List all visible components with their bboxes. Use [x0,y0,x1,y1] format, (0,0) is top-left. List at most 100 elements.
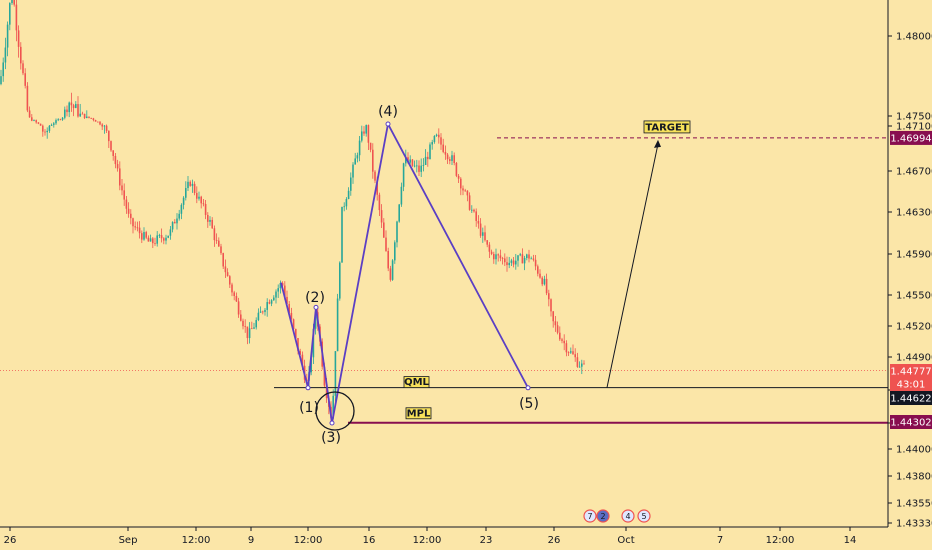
x-tick-label: 12:00 [413,535,442,546]
candle-body [297,338,299,352]
candle-body [495,254,497,260]
candle-body [154,243,156,244]
candle-body [323,366,326,386]
candle-body [246,326,249,339]
candle-body [365,125,367,134]
candle-body [273,297,275,301]
candle-body [391,260,394,280]
y-tick-label: 1.45500 [896,291,932,302]
candle-body [86,116,88,119]
candle-body [506,262,508,266]
candle-body [279,283,282,289]
candle-body [77,104,79,117]
candle-body [240,314,242,321]
candle-body [92,118,95,121]
candle-body [90,117,92,119]
candle-body [138,227,141,234]
candle-body [143,232,145,240]
candle-body [88,116,90,118]
candle-body [244,326,246,328]
wave-node [313,304,319,310]
candle-body [110,141,112,151]
candle-body [187,181,189,189]
candle-body [299,351,301,355]
candle-body [266,302,268,310]
candle-body [46,130,48,133]
event-badge-count: 4 [625,512,630,521]
candle-body [9,3,11,25]
countdown-tag-label: 43:01 [897,380,926,391]
y-tick-label: 1.45200 [896,322,932,333]
candle-body [583,363,585,365]
candle-body [211,219,213,229]
candle-body [182,197,185,205]
candle-body [121,185,123,191]
candle-body [554,321,557,326]
candle-body [550,299,552,312]
candle-body [147,237,150,242]
candle-body [444,151,447,155]
candle-body [83,113,86,119]
countdown-tag [890,377,932,391]
candle-body [251,328,253,330]
candle-body [189,181,191,186]
candle-body [501,258,504,260]
candle-body [202,203,205,205]
x-tick-label: 26 [548,535,561,546]
candle-body [132,218,134,227]
candle-body [152,238,154,244]
candle-body [376,180,378,195]
candle-body [26,85,29,111]
candle-body [57,119,59,121]
candle-body [356,155,359,159]
qml-box [403,376,430,388]
candle-body [257,312,260,321]
candle-body [125,199,128,209]
candle-body [433,135,436,143]
event-badge-icon[interactable] [621,509,635,523]
candle-body [528,254,530,259]
candle-body [4,47,7,63]
candle-body [130,213,132,219]
candle-body [339,262,341,299]
candle-body [541,277,543,285]
candle-body [134,226,136,228]
x-tick-label: 12:00 [766,535,795,546]
candle-body [374,171,376,181]
y-tick-label: 1.44900 [896,353,932,364]
candle-body [292,319,295,330]
bottom-circle [315,391,355,431]
candle-body [504,258,506,263]
wave-node [329,420,335,426]
x-tick-label: Oct [617,535,634,546]
candle-body [402,163,405,187]
wave-label: (4) [378,104,398,120]
event-badge-icon[interactable] [583,509,597,523]
candle-body [367,125,370,143]
candle-body [352,164,354,178]
event-badge-icon[interactable] [596,509,610,523]
time-axis[interactable]: 26 Sep 12:00 9 12:00 16 12:00 23 26 Oct 7 12:00 14 [0,526,888,546]
candle-body [482,232,484,236]
candle-body [277,288,279,292]
candle-body [101,124,103,127]
mpl-price-tag [890,415,932,429]
candle-body [493,253,495,260]
candle-body [70,102,73,106]
event-badge-icon[interactable] [637,509,651,523]
candle-body [114,155,117,165]
candle-body [534,259,537,267]
candle-body [235,296,238,302]
candle-body [556,325,559,333]
candle-body [39,123,42,126]
candle-body [97,121,99,123]
candle-body [431,142,433,145]
candle-body [581,363,583,367]
candle-body [446,154,449,160]
candle-body [28,110,31,118]
candle-body [231,284,233,293]
candle-body [345,198,348,207]
candle-body [484,232,486,241]
